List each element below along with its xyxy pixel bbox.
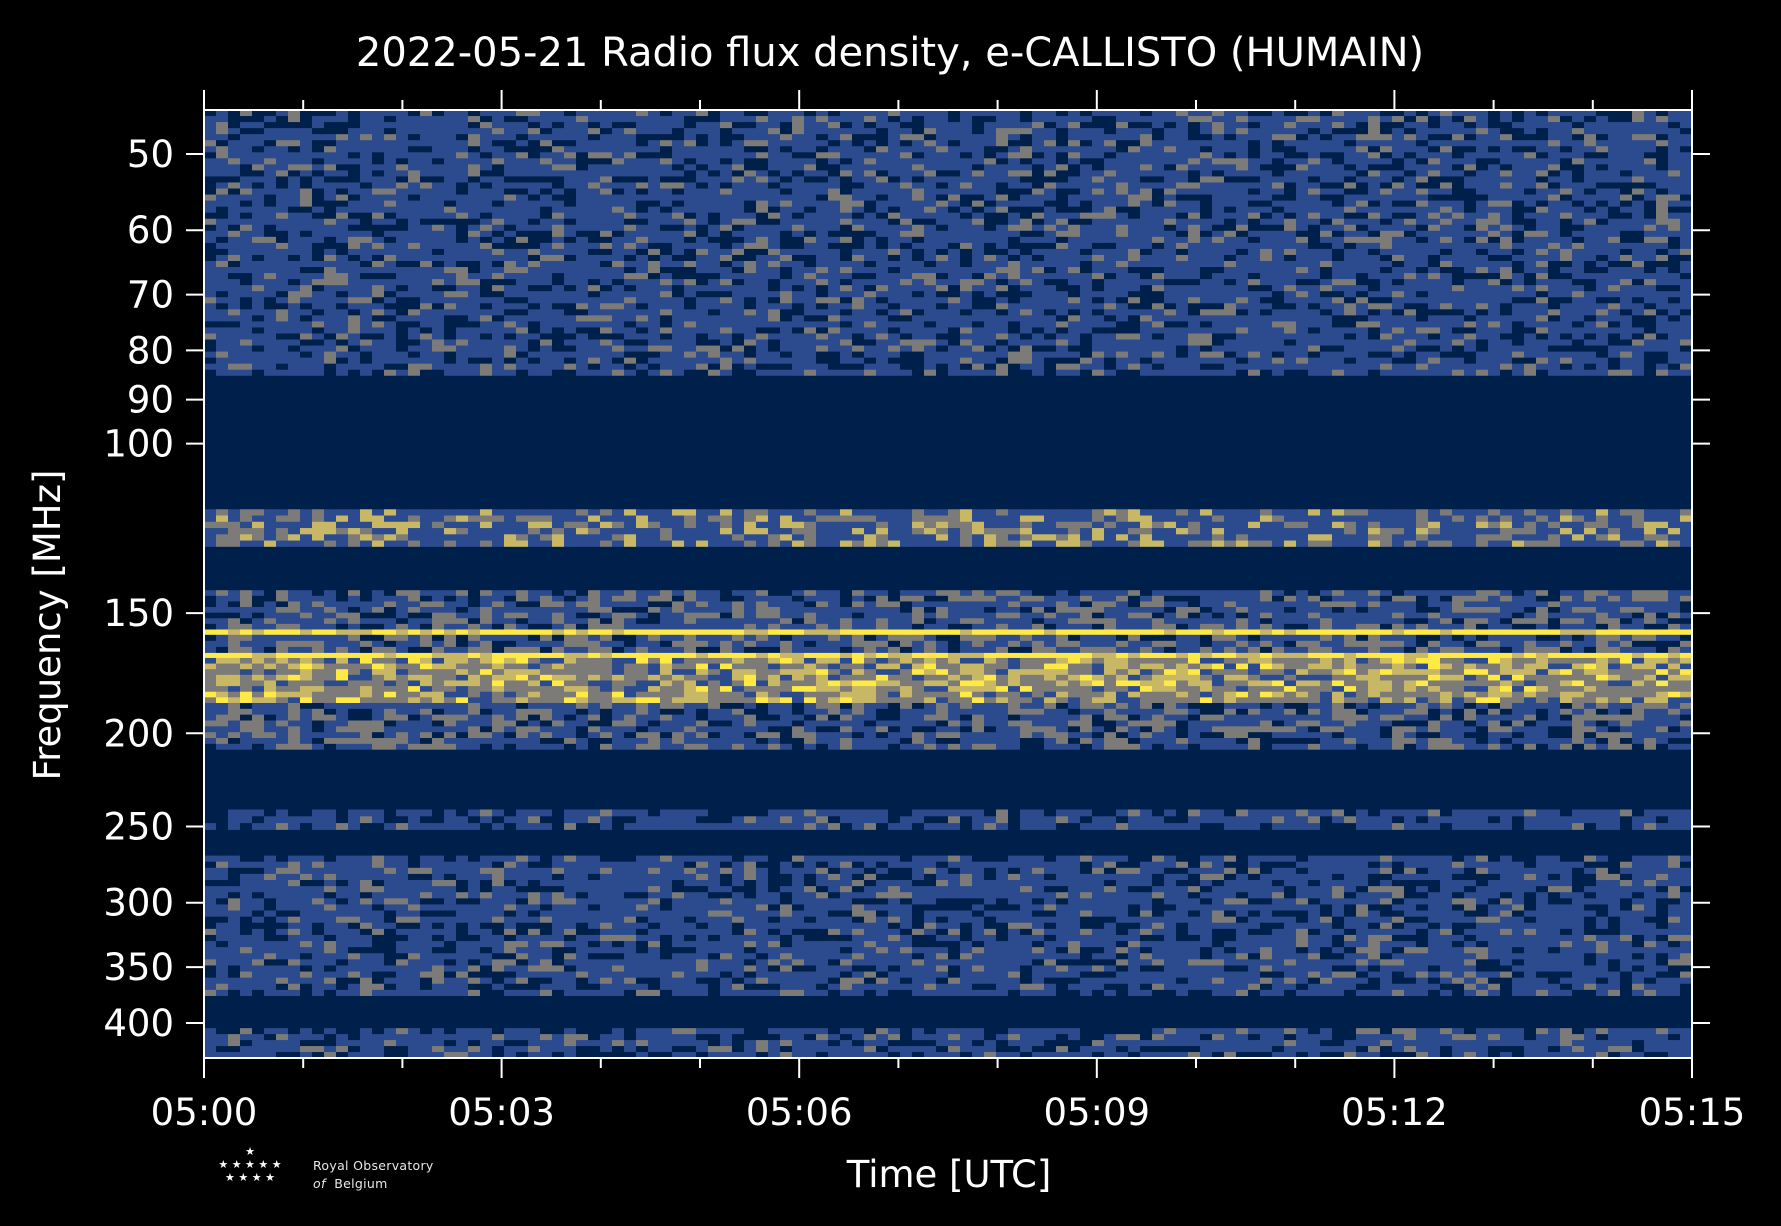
y-tick-label: 50	[127, 133, 174, 176]
y-tick-label: 70	[127, 274, 174, 317]
chart-title: 2022-05-21 Radio flux density, e-CALLIST…	[356, 30, 1424, 76]
x-tick-label: 05:09	[1043, 1091, 1150, 1134]
x-tick-label: 05:12	[1341, 1091, 1448, 1134]
frequency-band-158-165mhz	[204, 634, 1693, 654]
frequency-band-85-117mhz	[204, 375, 1692, 510]
y-tick-label: 400	[103, 1002, 174, 1045]
plot-frame	[203, 109, 1693, 1059]
x-tick-label: 05:15	[1639, 1091, 1746, 1134]
observatory-name: Royal Observatory of Belgium	[313, 1158, 434, 1191]
y-tick-label: 80	[127, 329, 174, 372]
y-tick-label: 300	[103, 882, 174, 925]
star-logo-icon: ★ ★ ★ ★ ★ ★ ★ ★ ★ ★	[218, 1145, 282, 1184]
y-tick-label: 150	[103, 592, 174, 635]
frequency-band-405-435mhz	[204, 1028, 1693, 1059]
y-tick-label: 60	[127, 209, 174, 252]
frequency-band-240-252mhz	[204, 809, 1693, 831]
frequency-band-142-156mhz	[204, 590, 1693, 631]
y-axis-label: Frequency [MHz]	[26, 470, 69, 781]
frequency-band-375-405mhz	[204, 995, 1692, 1029]
frequency-band-128-142mhz	[204, 546, 1692, 591]
x-axis-label: Time [UTC]	[846, 1153, 1052, 1196]
y-tick-label: 90	[127, 379, 174, 422]
x-tick-label: 05:06	[746, 1091, 853, 1134]
frequency-band-208-240mhz	[204, 749, 1692, 810]
frequency-band-165-167mhz	[204, 652, 1693, 659]
y-tick-label: 200	[103, 712, 174, 755]
x-tick-label: 05:00	[151, 1091, 258, 1134]
frequency-band-45-85mhz	[204, 110, 1693, 377]
frequency-band-268-375mhz	[204, 855, 1693, 997]
frequency-band-167-186mhz	[204, 657, 1693, 704]
frequency-band-117-128mhz	[204, 509, 1693, 548]
observatory-logo: ★ ★ ★ ★ ★ ★ ★ ★ ★ ★ Royal Observatory of B…	[205, 1145, 485, 1205]
x-tick-label: 05:03	[448, 1091, 555, 1134]
frequency-band-186-208mhz	[204, 702, 1693, 751]
y-tick-label: 250	[103, 806, 174, 849]
frequency-band-252-268mhz	[204, 829, 1692, 856]
frequency-band-156-158mhz	[204, 629, 1693, 636]
y-tick-label: 100	[103, 423, 174, 466]
spectrogram-heatmap	[204, 110, 1693, 1059]
y-tick-label: 350	[103, 946, 174, 989]
x-axis: 05:00 05:03 05:06 05:09 05:12 05:15	[151, 90, 1746, 1134]
